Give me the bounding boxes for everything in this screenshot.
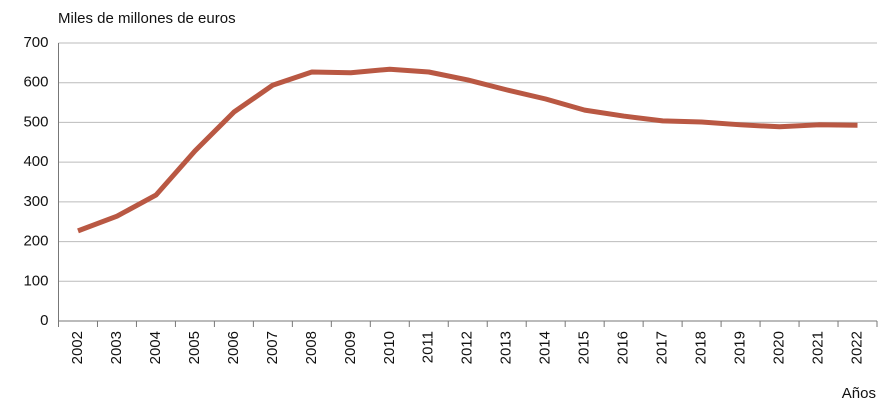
x-tick-label: 2016 bbox=[615, 331, 632, 364]
y-tick-label: 300 bbox=[23, 193, 48, 210]
x-tick-label: 2019 bbox=[732, 331, 749, 364]
x-axis-label: Años bbox=[842, 385, 876, 401]
x-tick-label: 2022 bbox=[848, 331, 865, 364]
x-tick-label: 2006 bbox=[225, 331, 242, 364]
y-tick-label: 500 bbox=[23, 113, 48, 130]
x-tick-label: 2014 bbox=[537, 331, 554, 364]
x-tick-label: 2021 bbox=[810, 331, 827, 364]
y-tick-label: 400 bbox=[23, 153, 48, 170]
x-tick-label: 2020 bbox=[771, 331, 788, 364]
x-tick-label: 2012 bbox=[459, 331, 476, 364]
x-tick-label: 2007 bbox=[264, 331, 281, 364]
x-tick-label: 2015 bbox=[576, 331, 593, 364]
x-tick-label: 2003 bbox=[108, 331, 125, 364]
y-tick-label: 700 bbox=[23, 34, 48, 51]
y-tick-label: 200 bbox=[23, 233, 48, 250]
x-tick-label: 2004 bbox=[147, 331, 164, 364]
x-tick-label: 2017 bbox=[654, 331, 671, 364]
x-tick-label: 2005 bbox=[186, 331, 203, 364]
y-tick-label: 600 bbox=[23, 74, 48, 91]
x-tick-label: 2018 bbox=[693, 331, 710, 364]
x-tick-label: 2011 bbox=[420, 331, 437, 363]
x-tick-label: 2002 bbox=[69, 331, 86, 364]
x-tick-label: 2009 bbox=[342, 331, 359, 364]
y-tick-label: 0 bbox=[40, 312, 48, 329]
x-tick-label: 2013 bbox=[498, 331, 515, 364]
line-series bbox=[77, 66, 858, 234]
x-tick-label: 2010 bbox=[381, 331, 398, 364]
x-tick-label: 2008 bbox=[303, 331, 320, 364]
chart-title: Miles de millones de euros bbox=[58, 10, 236, 27]
y-tick-label: 100 bbox=[23, 272, 48, 289]
